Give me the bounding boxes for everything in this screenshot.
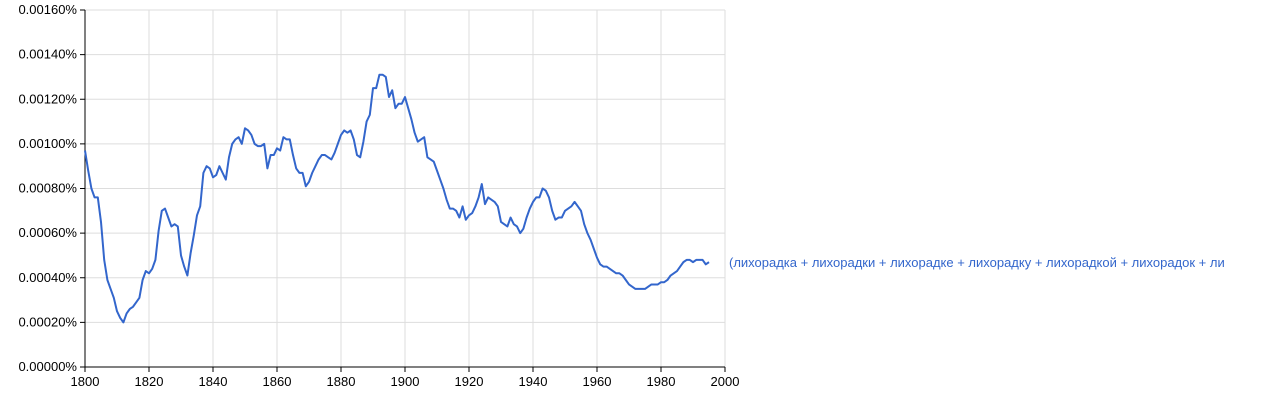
x-tick-label: 1900	[391, 374, 420, 389]
y-tick-label: 0.00100%	[18, 136, 77, 151]
x-tick-label: 1940	[519, 374, 548, 389]
x-axis-ticks: 1800 1820 1840 1860 1880 1900 1920 1940 1960 1980…	[71, 367, 740, 389]
y-tick-label: 0.00040%	[18, 270, 77, 285]
x-tick-label: 1820	[135, 374, 164, 389]
x-tick-label: 2000	[711, 374, 740, 389]
y-axis-ticks: 0.00000% 0.00020% 0.00040% 0.00060% 0.00080%…	[18, 2, 85, 374]
x-tick-label: 1880	[327, 374, 356, 389]
series-layer: (лихорадка + лихорадки + лихорадке + лих…	[84, 73, 1225, 324]
y-tick-label: 0.00060%	[18, 225, 77, 240]
y-tick-label: 0.00120%	[18, 91, 77, 106]
y-tick-label: 0.00020%	[18, 314, 77, 329]
y-tick-label: 0.00000%	[18, 359, 77, 374]
x-tick-label: 1960	[583, 374, 612, 389]
series-label[interactable]: (лихорадка + лихорадки + лихорадке + лих…	[729, 255, 1225, 270]
x-tick-label: 1860	[263, 374, 292, 389]
x-tick-label: 1800	[71, 374, 100, 389]
series-line[interactable]	[84, 73, 710, 324]
x-tick-label: 1980	[647, 374, 676, 389]
y-tick-label: 0.00140%	[18, 47, 77, 62]
grid-lines	[84, 9, 726, 368]
x-tick-label: 1840	[199, 374, 228, 389]
y-tick-label: 0.00080%	[18, 181, 77, 196]
x-tick-label: 1920	[455, 374, 484, 389]
y-tick-label: 0.00160%	[18, 2, 77, 17]
